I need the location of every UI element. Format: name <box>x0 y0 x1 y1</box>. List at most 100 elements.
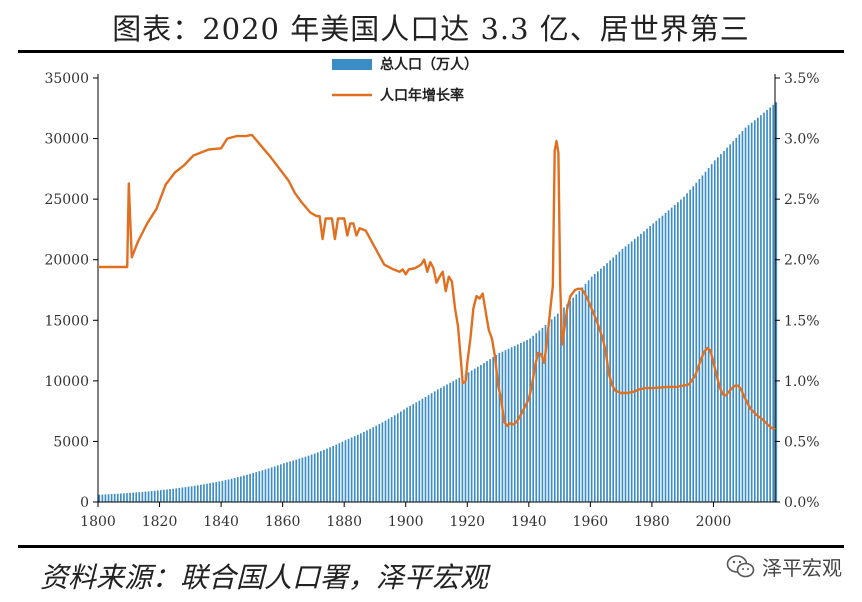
population-bar <box>353 436 356 502</box>
population-bar <box>280 464 282 502</box>
population-bar <box>387 418 390 502</box>
legend-bar-swatch <box>332 59 372 70</box>
population-bar <box>120 493 122 502</box>
population-bar <box>624 246 627 502</box>
population-bar <box>720 154 722 502</box>
population-bar <box>658 218 661 503</box>
population-bar <box>304 456 307 502</box>
population-bar <box>301 457 304 502</box>
population-bar <box>147 491 150 502</box>
population-bar <box>236 477 239 502</box>
population-bar <box>443 386 445 502</box>
population-bar <box>307 455 310 502</box>
population-bar <box>286 462 288 502</box>
population-bar <box>716 157 719 503</box>
population-bar <box>452 381 455 502</box>
population-bar <box>476 366 479 502</box>
population-bar <box>141 491 144 502</box>
population-bar <box>603 265 605 502</box>
x-tick-label: 1800 <box>80 514 116 530</box>
population-bar <box>569 300 571 502</box>
population-bar <box>233 477 236 502</box>
population-bar <box>440 387 442 502</box>
population-bar <box>618 251 621 502</box>
x-tick-label: 1980 <box>634 514 670 530</box>
population-bar <box>581 287 584 502</box>
population-bar <box>723 150 725 502</box>
axes-layer: 0 5000 10000 15000 20000 25000 30000 35000 0.0% 0… <box>44 71 819 530</box>
population-bar <box>369 428 371 502</box>
chart-svg: 0 5000 10000 15000 20000 25000 30000 35000 0.0% 0… <box>44 56 819 530</box>
population-bar <box>473 368 476 502</box>
y-left-tick-label: 20000 <box>44 253 89 269</box>
y-right-tick-label: 3.0% <box>784 132 820 148</box>
population-bar <box>292 460 295 502</box>
population-bar <box>766 110 768 502</box>
population-bar <box>320 451 322 502</box>
population-bar <box>775 102 778 502</box>
population-bar <box>636 236 639 502</box>
population-bar <box>572 297 575 502</box>
population-bar <box>593 274 596 502</box>
population-bar <box>172 488 174 502</box>
population-bar <box>224 480 227 502</box>
population-bar <box>104 494 107 502</box>
population-bar <box>203 484 205 502</box>
population-bar <box>480 364 482 502</box>
line-layer <box>98 133 776 431</box>
population-bar <box>396 413 399 502</box>
population-bar <box>187 486 190 502</box>
population-bar <box>673 204 676 502</box>
population-bar <box>313 453 316 502</box>
population-bar <box>446 384 448 502</box>
population-bar <box>600 268 602 502</box>
population-bar <box>421 398 424 502</box>
population-bar <box>547 322 550 502</box>
population-bar <box>166 489 168 502</box>
population-bar <box>150 491 153 502</box>
population-bar <box>670 207 673 503</box>
population-bar <box>692 186 695 503</box>
population-bar <box>409 405 411 502</box>
population-bar <box>541 327 544 502</box>
population-bar <box>289 461 291 502</box>
population-bar <box>126 493 128 502</box>
population-bar <box>116 493 119 502</box>
y-right-tick-label: 1.5% <box>784 313 820 329</box>
population-bar <box>267 468 270 502</box>
population-bar <box>550 319 553 502</box>
legend-bar-label: 总人口（万人） <box>380 56 478 73</box>
population-bar <box>298 458 301 502</box>
population-bar <box>363 431 365 502</box>
population-bar <box>273 466 276 502</box>
growth-rate-line <box>98 133 776 431</box>
population-bar <box>310 454 313 502</box>
population-bar <box>538 330 541 502</box>
wechat-icon <box>726 554 755 577</box>
population-bar <box>181 487 184 502</box>
population-bar <box>532 335 535 502</box>
population-bar <box>276 465 279 502</box>
population-bar <box>735 137 738 503</box>
population-bar <box>661 215 664 502</box>
population-bar <box>738 134 741 502</box>
population-bar <box>332 445 335 502</box>
y-right-tick-label: 2.5% <box>784 192 820 208</box>
population-bar <box>689 189 691 502</box>
population-bar <box>135 492 138 502</box>
population-bar <box>218 481 221 502</box>
population-bar <box>686 193 688 502</box>
population-bar <box>424 396 427 502</box>
x-tick-label: 2000 <box>696 514 732 530</box>
population-bar <box>209 483 211 502</box>
bars-layer <box>98 102 778 503</box>
population-bar <box>101 494 104 502</box>
population-bar <box>587 280 590 502</box>
population-bar <box>261 470 264 502</box>
population-bar <box>338 443 341 502</box>
population-bar <box>400 411 402 502</box>
population-bar <box>329 447 331 502</box>
population-bar <box>190 486 193 502</box>
population-bar <box>695 182 698 503</box>
population-bar <box>427 395 430 502</box>
